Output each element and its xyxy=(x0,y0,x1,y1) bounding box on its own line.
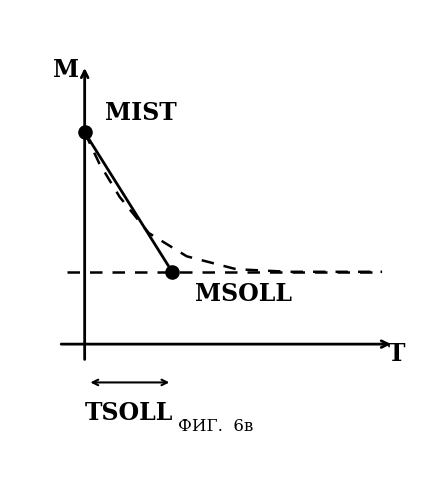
Text: M: M xyxy=(53,58,79,82)
Text: ФИГ.  6в: ФИГ. 6в xyxy=(178,418,254,436)
Point xyxy=(81,128,88,136)
Point xyxy=(169,268,176,276)
Text: MSOLL: MSOLL xyxy=(195,282,293,306)
Text: MIST: MIST xyxy=(105,100,177,124)
Text: T: T xyxy=(388,342,405,366)
Text: TSOLL: TSOLL xyxy=(85,401,173,425)
